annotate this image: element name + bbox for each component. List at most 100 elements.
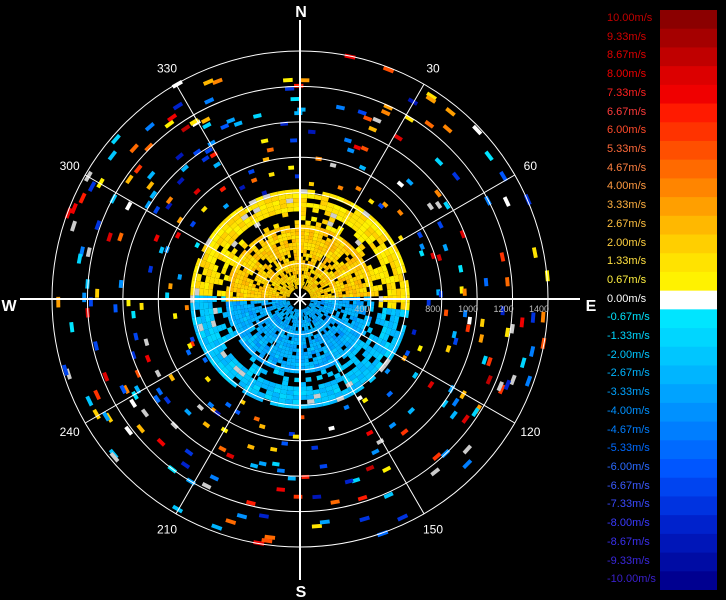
velocity-gate: [290, 96, 300, 102]
velocity-gate: [200, 116, 211, 125]
velocity-gate: [353, 312, 359, 318]
velocity-gate: [295, 359, 300, 363]
velocity-gate: [281, 287, 286, 291]
velocity-gate: [266, 147, 274, 153]
velocity-gate: [265, 327, 271, 333]
velocity-gate: [309, 250, 314, 255]
velocity-gate: [351, 213, 360, 221]
velocity-gate: [286, 343, 291, 348]
velocity-gate: [312, 278, 316, 283]
velocity-gate: [320, 200, 328, 207]
velocity-gate: [273, 368, 280, 375]
colorbar-label: 10.00m/s: [607, 12, 653, 24]
velocity-gate: [287, 285, 291, 289]
velocity-gate: [389, 261, 397, 270]
velocity-gate: [224, 226, 233, 235]
velocity-gate: [362, 221, 371, 230]
velocity-gate: [292, 348, 297, 353]
velocity-gate: [240, 284, 245, 290]
velocity-gate: [340, 309, 345, 314]
velocity-gate: [351, 477, 361, 484]
velocity-gate: [307, 333, 311, 338]
velocity-gate: [165, 201, 173, 210]
velocity-gate: [285, 398, 293, 405]
velocity-gate: [327, 334, 332, 340]
velocity-gate: [226, 117, 236, 124]
velocity-gate: [382, 256, 390, 265]
velocity-gate: [309, 280, 313, 285]
velocity-gate: [288, 317, 292, 322]
velocity-gate: [341, 353, 348, 360]
velocity-gate: [304, 319, 307, 324]
velocity-gate: [300, 224, 306, 229]
velocity-gate: [244, 311, 250, 317]
velocity-gate: [375, 361, 384, 370]
velocity-gate: [201, 345, 209, 354]
velocity-gate: [347, 259, 353, 266]
velocity-gate: [236, 513, 248, 520]
velocity-gate: [325, 309, 330, 313]
velocity-gate: [306, 311, 310, 315]
velocity-gate: [342, 300, 347, 304]
velocity-gate: [272, 259, 278, 265]
velocity-gate: [273, 387, 281, 394]
velocity-gate: [228, 229, 237, 238]
velocity-gate: [304, 286, 308, 290]
velocity-gate: [305, 256, 309, 261]
velocity-gate: [293, 386, 300, 392]
velocity-gate: [372, 350, 381, 359]
velocity-gate: [313, 293, 318, 296]
velocity-gate: [307, 310, 311, 315]
velocity-gate: [346, 359, 354, 367]
velocity-gate: [373, 285, 379, 292]
velocity-gate: [322, 264, 328, 270]
velocity-gate: [259, 311, 264, 315]
velocity-gate: [330, 247, 336, 254]
velocity-gate: [301, 274, 304, 278]
velocity-gate: [443, 309, 449, 317]
velocity-gate: [375, 228, 384, 237]
velocity-gate: [247, 168, 255, 175]
velocity-gate: [85, 247, 92, 258]
velocity-gate: [373, 219, 382, 229]
velocity-gate: [347, 332, 353, 339]
velocity-gate: [286, 294, 290, 297]
velocity-gate: [263, 263, 269, 269]
velocity-gate: [312, 251, 317, 256]
velocity-gate: [87, 181, 97, 193]
velocity-gate: [251, 310, 257, 315]
velocity-gate: [318, 314, 323, 318]
velocity-gate: [225, 518, 237, 525]
velocity-gate: [459, 229, 467, 239]
velocity-gate: [312, 305, 316, 308]
velocity-gate: [306, 246, 312, 251]
velocity-gate: [324, 381, 332, 388]
velocity-gate: [321, 309, 326, 314]
velocity-gate: [284, 243, 289, 248]
velocity-gate: [337, 244, 344, 251]
velocity-gate: [287, 264, 292, 270]
velocity-gate: [288, 276, 292, 281]
velocity-gate: [258, 275, 264, 281]
velocity-gate: [307, 239, 313, 244]
velocity-gate: [208, 349, 217, 358]
colorbar-swatch: [660, 10, 717, 30]
velocity-gate: [338, 303, 343, 307]
velocity-gate: [268, 291, 273, 295]
velocity-gate: [309, 303, 313, 307]
velocity-gate: [288, 280, 292, 284]
velocity-gate: [249, 314, 255, 319]
velocity-gate: [325, 355, 332, 361]
velocity-gate: [208, 308, 214, 315]
velocity-gate: [245, 220, 254, 229]
velocity-gate: [210, 256, 218, 265]
velocity-gate: [381, 264, 388, 272]
velocity-gate: [272, 333, 278, 339]
velocity-gate: [239, 292, 244, 298]
velocity-gate: [387, 321, 394, 329]
velocity-gate: [338, 342, 345, 348]
velocity-gate: [358, 257, 365, 264]
velocity-gate: [331, 329, 337, 335]
colorbar-swatch: [660, 571, 717, 590]
